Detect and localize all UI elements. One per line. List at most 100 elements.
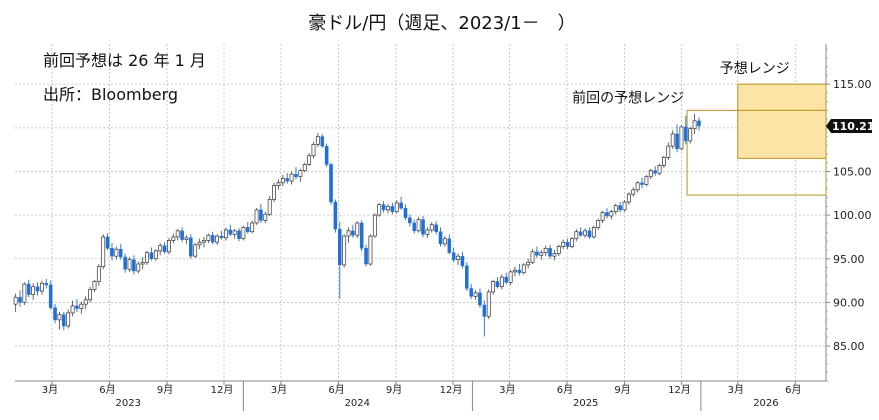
candle-body (499, 276, 504, 288)
candle-body (228, 229, 233, 235)
candle-body (263, 213, 268, 221)
candle-body (123, 256, 127, 270)
note-previous-forecast: 前回予想は 26 年 1 月 (43, 51, 206, 70)
candle-body (394, 202, 399, 212)
candle-body (202, 240, 206, 243)
previous-range-label: 前回の予想レンジ (572, 89, 684, 106)
candle-body (62, 314, 66, 327)
candle-body (644, 176, 649, 185)
y-tick-label: 95.00 (833, 253, 865, 266)
x-tick-label: 9月 (614, 384, 630, 396)
candle-body (692, 120, 697, 130)
candle-body (140, 261, 145, 265)
candle-body (44, 283, 49, 286)
candle-body (469, 288, 473, 297)
candle-body (53, 307, 57, 321)
y-tick-label: 85.00 (833, 340, 865, 353)
candle-body (425, 229, 430, 235)
candle-body (351, 230, 355, 236)
candle-body (600, 212, 605, 221)
plot-area: 前回の予想レンジ 予想レンジ 85.00 90.00 95.00 100.00 105.0… (13, 44, 872, 411)
candle-body (193, 244, 198, 257)
candle-body (539, 252, 544, 256)
candle-body (565, 241, 570, 247)
x-tick-label: 9月 (157, 384, 173, 396)
candle-body (574, 231, 579, 240)
candle-body (460, 255, 465, 266)
x-tick-label: 12月 (440, 384, 463, 396)
candle-body (626, 193, 631, 203)
candle-body (237, 230, 241, 239)
candle-body (552, 253, 557, 257)
candle-body (96, 266, 101, 282)
candle-body (337, 228, 342, 266)
candle-body (504, 276, 509, 283)
candle-body (653, 170, 657, 174)
candle-body (276, 182, 281, 186)
candle-body (254, 209, 259, 224)
x-tick-label: 3月 (42, 384, 58, 396)
forecast-range-label: 予想レンジ (720, 61, 790, 77)
candle-body (359, 222, 364, 249)
candle-body (70, 305, 75, 314)
candle-body (289, 173, 294, 182)
candle-body (684, 126, 688, 142)
previous-range-box (686, 109, 827, 196)
candle-body (442, 238, 447, 245)
candle-body (285, 178, 289, 182)
candle-body (416, 219, 421, 232)
last-price-value: 110.21 (832, 120, 874, 133)
candle-body (114, 248, 119, 257)
candle-body (513, 269, 517, 273)
candle-body (241, 226, 246, 240)
candle-body (324, 145, 329, 165)
candle-body (421, 219, 425, 235)
candle-body (162, 245, 167, 252)
candle-body (403, 207, 408, 218)
candle-body (478, 292, 482, 306)
candle-body (320, 136, 325, 147)
candle-body (390, 206, 395, 212)
x-tick-label: 3月 (499, 384, 515, 396)
candle-body (368, 235, 373, 265)
candle-body (158, 245, 163, 252)
candle-body (26, 283, 31, 295)
candle-body (79, 303, 84, 309)
candle-body (223, 229, 228, 239)
candle-body (434, 224, 438, 232)
candle-body (259, 209, 263, 221)
candle-body (315, 136, 320, 145)
candle-body (39, 282, 44, 292)
y-tick-label: 105.00 (833, 165, 872, 178)
candle-body (250, 222, 255, 233)
candle-body (535, 251, 539, 256)
candle-body (136, 263, 141, 272)
candle-body (556, 246, 561, 254)
candle-body (596, 220, 601, 228)
candle-body (473, 292, 478, 297)
candle-body (526, 261, 531, 266)
x-tick-label: 6月 (557, 384, 573, 396)
candle-body (210, 234, 215, 243)
x-year-label: 2023 (116, 398, 141, 409)
candle-body (521, 264, 526, 274)
note-source: 出所：Bloomberg (43, 85, 178, 104)
candle-body (688, 128, 693, 142)
candle-body (302, 164, 307, 171)
x-tick-label: 6月 (785, 384, 801, 396)
chart-title: 豪ドル/円（週足、2023/1－ ） (308, 13, 575, 34)
candle-body (386, 206, 390, 211)
candle-body (75, 305, 79, 309)
candles (13, 113, 701, 337)
candle-body (587, 230, 592, 238)
candle-body (355, 222, 360, 236)
candle-body (149, 252, 154, 259)
candle-body (298, 170, 303, 178)
candle-body (175, 230, 180, 238)
candle-body (451, 252, 456, 260)
candle-body (272, 185, 276, 200)
candle-body (666, 145, 671, 158)
candle-body (456, 255, 460, 260)
